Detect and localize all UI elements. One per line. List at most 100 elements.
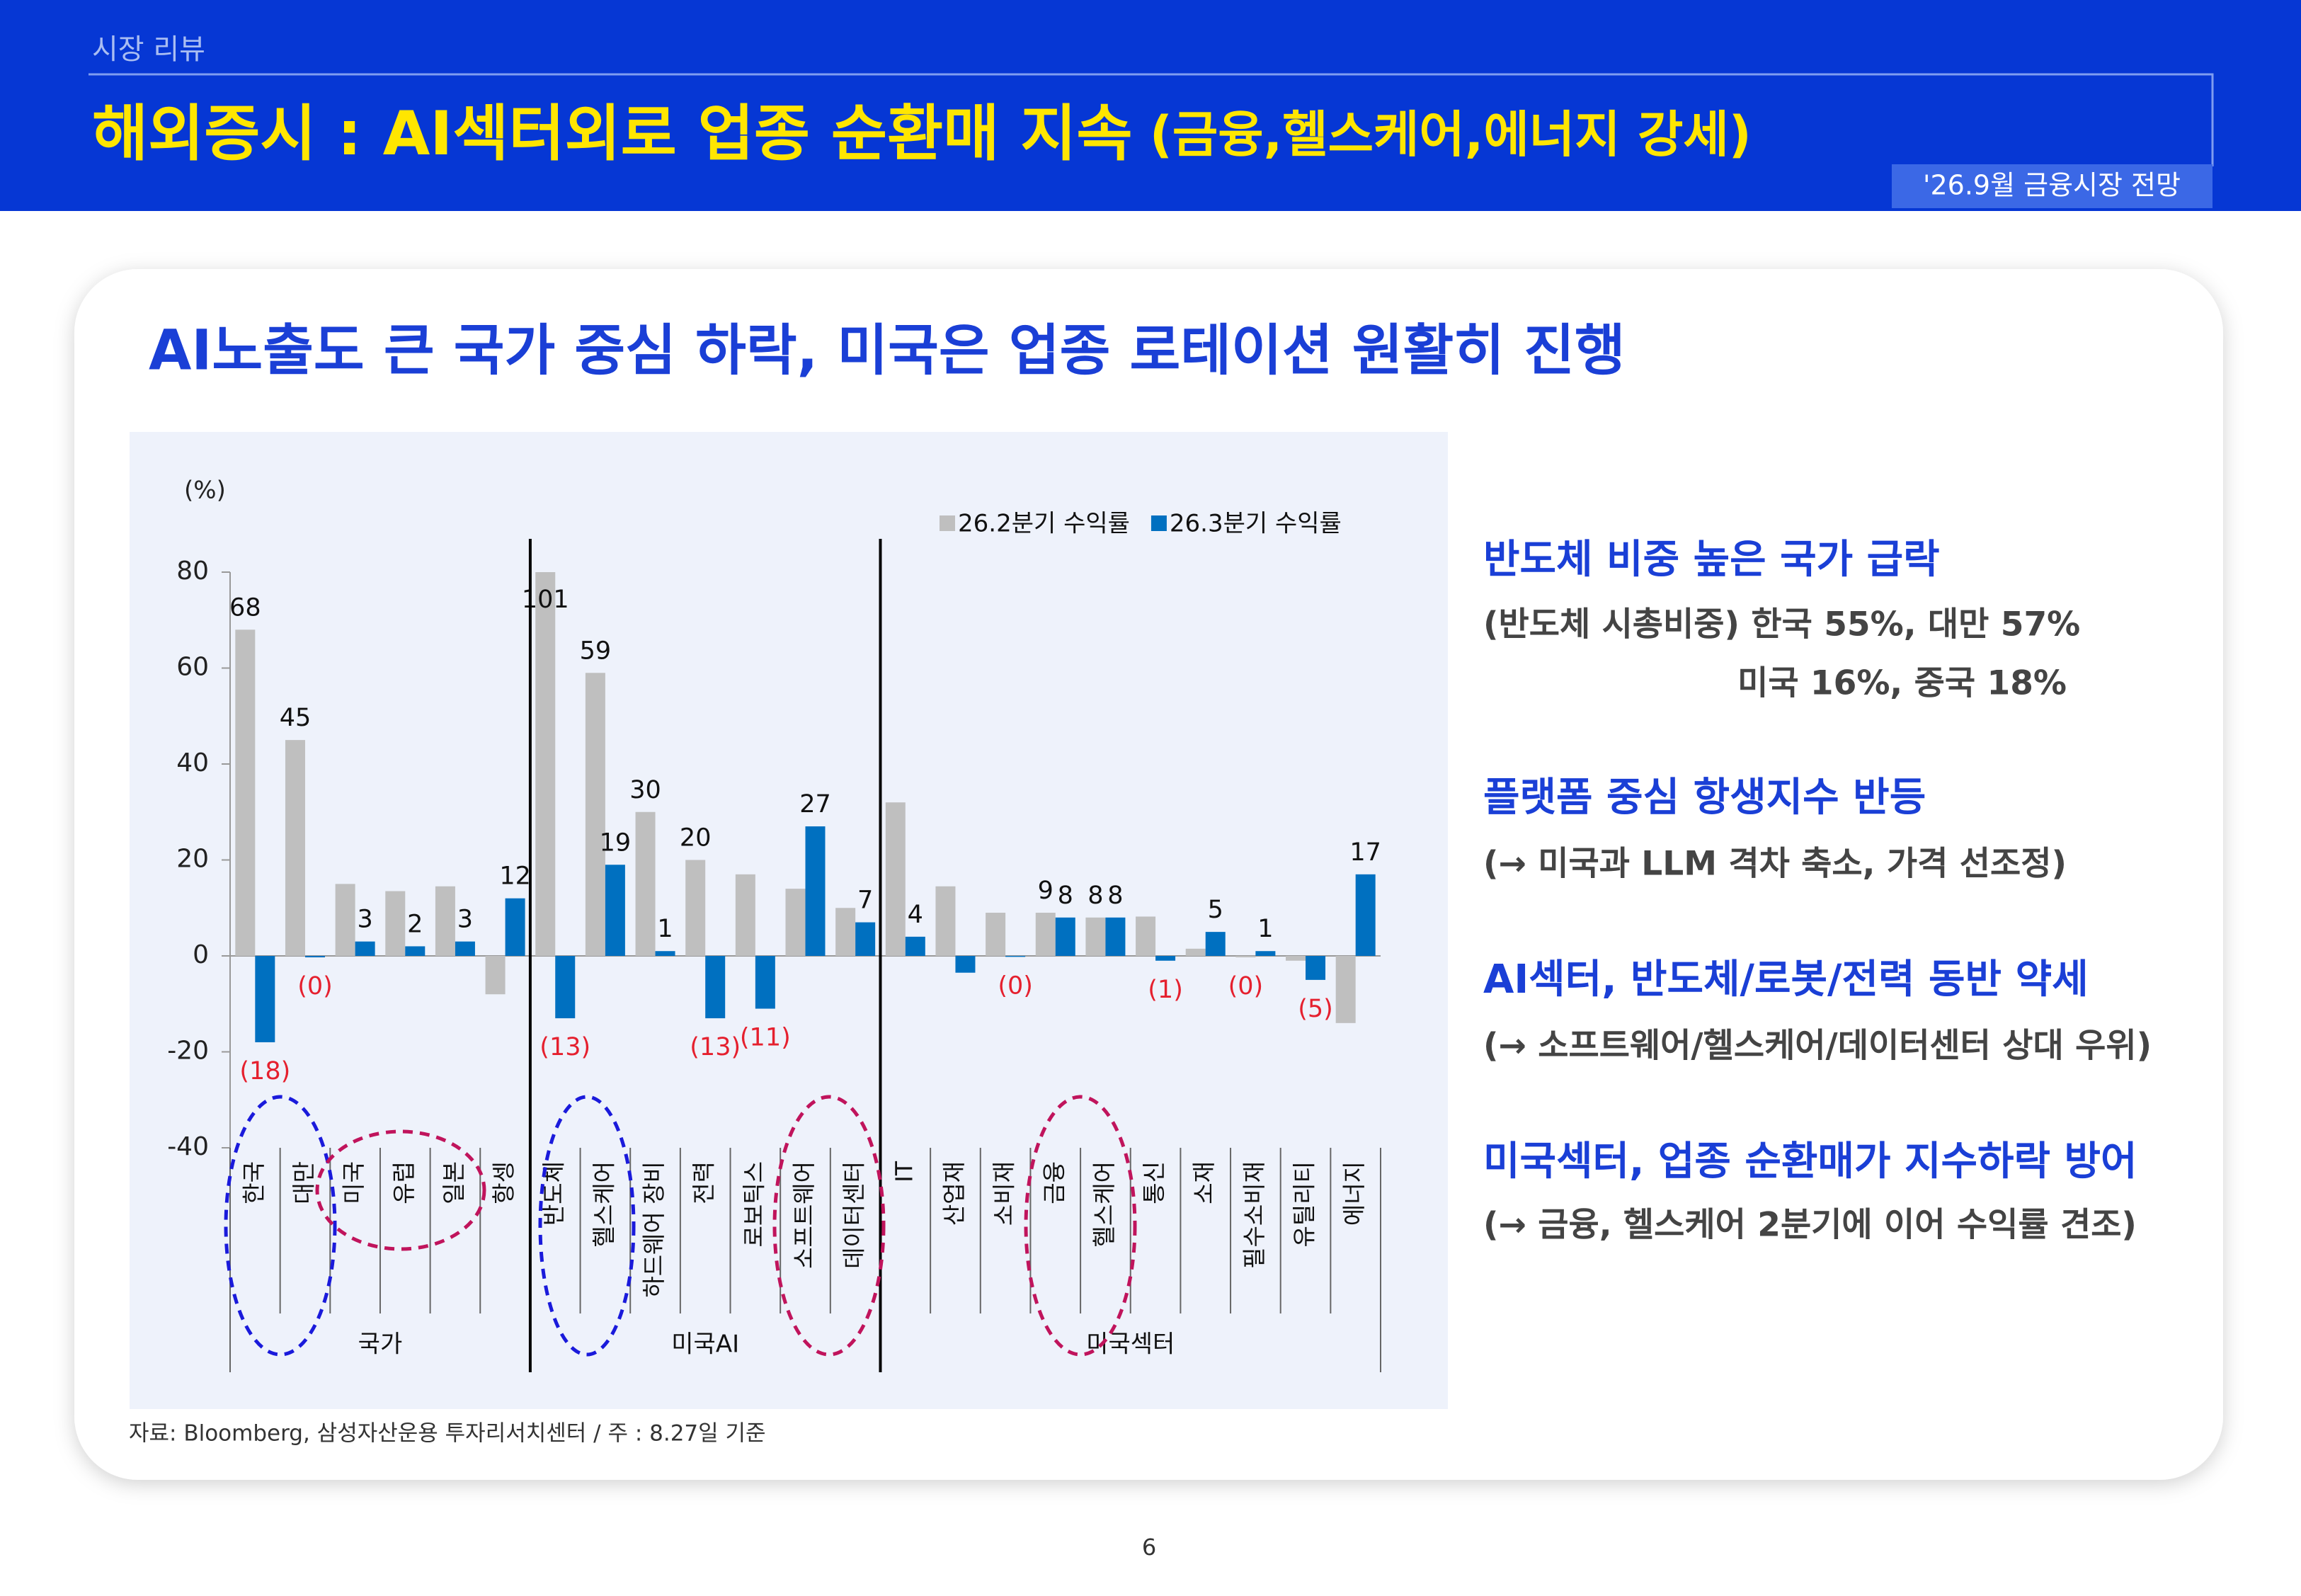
group-label: 국가 — [358, 1330, 403, 1359]
x-tick-label: 소재 — [1190, 1161, 1218, 1204]
bar — [705, 956, 726, 1019]
section-label: 시장 리뷰 — [92, 33, 205, 66]
bar — [1085, 917, 1106, 956]
value-label: (0) — [1228, 972, 1264, 1001]
header-title: 해외증시 : AI섹터외로 업종 순환매 지속 (금융,헬스케어,에너지 강세) — [92, 98, 1752, 169]
bar — [955, 956, 976, 973]
bar — [805, 826, 826, 956]
bar — [535, 572, 556, 956]
note-heading: AI섹터, 반도체/로봇/전력 동반 약세 — [1483, 957, 2089, 1003]
legend-swatch — [1150, 515, 1167, 531]
value-label: (13) — [539, 1033, 590, 1061]
bar — [385, 891, 406, 956]
note-line: 미국 16%, 중국 18% — [1737, 664, 2067, 703]
value-label: 9 — [1038, 877, 1054, 905]
bar — [685, 860, 706, 956]
bar — [785, 889, 806, 956]
bar — [1055, 917, 1075, 956]
bar — [485, 956, 506, 995]
value-label: (0) — [297, 972, 333, 1001]
y-tick-label: 0 — [193, 940, 209, 969]
x-tick-label: 일본 — [440, 1161, 467, 1204]
bar — [235, 629, 256, 956]
bar — [905, 936, 925, 956]
bar — [1255, 951, 1276, 956]
x-tick-label: 한국 — [240, 1161, 268, 1204]
x-tick-label: 소비재 — [990, 1161, 1018, 1226]
highlight-ellipse — [315, 1129, 486, 1251]
highlight-ellipse — [224, 1095, 337, 1357]
note-line: (반도체 시총비중) 한국 55%, 대만 57% — [1483, 605, 2080, 644]
header-rule — [88, 73, 2214, 166]
value-label: 7 — [857, 887, 873, 915]
bar — [1286, 956, 1306, 961]
x-tick-label: 금융 — [1040, 1161, 1068, 1204]
value-label: (13) — [690, 1033, 741, 1061]
highlights — [224, 1095, 1137, 1357]
value-label: 8 — [1058, 882, 1073, 910]
y-unit: (%) — [184, 477, 226, 505]
notes: 반도체 비중 높은 국가 급락 (반도체 시총비중) 한국 55%, 대만 57%… — [1483, 537, 2152, 1244]
value-label: 20 — [680, 824, 712, 853]
note-heading: 반도체 비중 높은 국가 급락 — [1483, 537, 1940, 583]
x-tick-label: 헬스케어 — [590, 1161, 617, 1247]
value-label: 5 — [1208, 896, 1223, 924]
legend-swatch — [940, 515, 955, 531]
legend-label: 26.3분기 수익률 — [1170, 510, 1342, 538]
bar — [1205, 932, 1226, 956]
bar — [1155, 956, 1176, 961]
note-heading: 미국섹터, 업종 순환매가 지수하락 방어 — [1483, 1139, 2137, 1185]
value-label: 19 — [600, 828, 632, 857]
bar — [1105, 917, 1126, 956]
bar — [455, 941, 475, 956]
y-tick-label: 60 — [176, 653, 209, 682]
bar — [555, 956, 576, 1019]
highlight-ellipse — [772, 1095, 886, 1357]
x-tick-label: 로보틱스 — [740, 1161, 767, 1247]
bar — [1185, 948, 1206, 956]
value-label: 68 — [229, 593, 261, 622]
value-label: 12 — [499, 862, 531, 891]
card-title: AI노출도 큰 국가 중심 하락, 미국은 업종 로테이션 원활히 진행 — [149, 319, 1626, 382]
x-tick-label: 유틸리티 — [1291, 1161, 1318, 1247]
x-tick-label: 에너지 — [1340, 1161, 1368, 1226]
bar — [735, 874, 755, 956]
value-label: 45 — [280, 704, 312, 732]
value-label: 8 — [1107, 882, 1123, 910]
value-label: 1 — [1257, 915, 1273, 943]
value-label: 30 — [629, 776, 661, 804]
header-tag: '26.9월 금융시장 전망 — [1923, 170, 2181, 201]
y-tick-label: 80 — [176, 557, 209, 586]
bar — [505, 898, 525, 956]
x-tick-label: 데이터센터 — [840, 1161, 868, 1269]
bar — [935, 886, 956, 956]
highlight-ellipse — [1024, 1095, 1137, 1357]
value-label: 4 — [908, 901, 923, 929]
value-label: 101 — [522, 586, 569, 614]
x-tick-label: IT — [890, 1161, 918, 1182]
x-tick-label: 산업재 — [940, 1161, 968, 1226]
value-label: 59 — [580, 637, 612, 665]
bar — [1035, 913, 1056, 956]
bars — [235, 572, 1376, 1042]
value-label: 1 — [657, 915, 673, 943]
value-label: (5) — [1298, 995, 1333, 1023]
bar — [304, 956, 325, 958]
bar — [285, 740, 305, 956]
note-heading: 플랫폼 중심 항생지수 반등 — [1483, 775, 1926, 821]
x-tick-label: 항셍 — [490, 1161, 518, 1204]
bar — [755, 956, 775, 1009]
highlight-ellipse — [538, 1095, 636, 1357]
note-line: (→ 미국과 LLM 격차 축소, 가격 선조정) — [1483, 845, 2067, 884]
x-tick-label: 필수소비재 — [1240, 1161, 1268, 1269]
x-tick-label: 헬스케어 — [1090, 1161, 1118, 1247]
y-tick-label: 20 — [176, 845, 209, 874]
title-main: 해외증시 : AI섹터외로 업종 순환매 지속 — [92, 98, 1132, 169]
legend-label: 26.2분기 수익률 — [958, 510, 1130, 538]
bar — [1306, 956, 1326, 980]
bar — [1235, 956, 1256, 958]
bar — [405, 946, 426, 956]
bar — [835, 908, 856, 956]
bar — [635, 811, 656, 956]
